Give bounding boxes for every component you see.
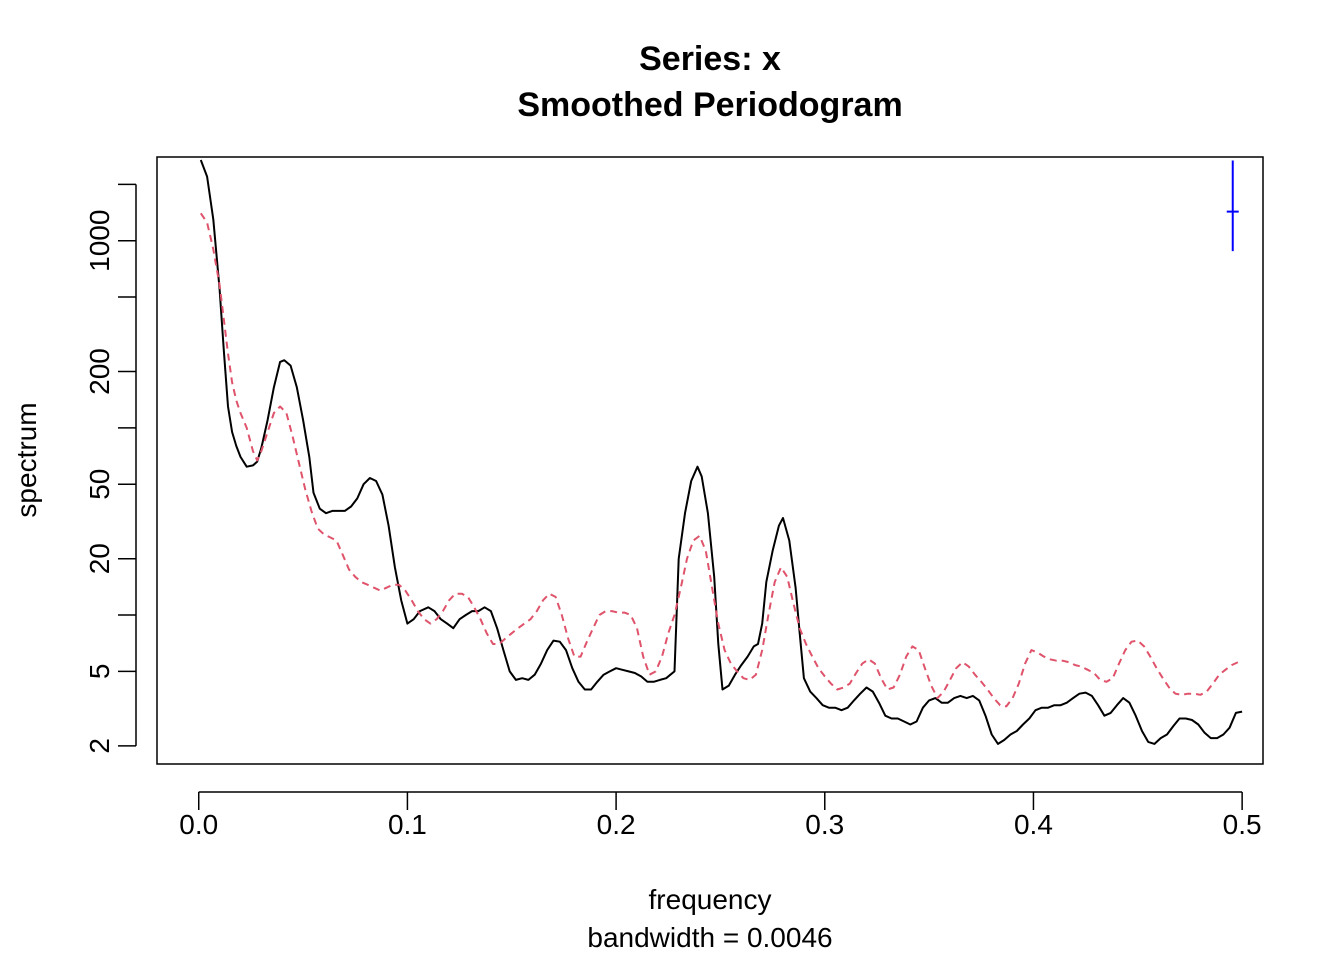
chart-title: Series: x: [639, 40, 781, 78]
y-tick-label: 2: [84, 738, 115, 754]
x-tick-label: 0.3: [805, 809, 844, 840]
y-tick-label: 1000: [84, 210, 115, 272]
x-tick-label: 0.1: [388, 809, 427, 840]
bandwidth-label: bandwidth = 0.0046: [587, 922, 832, 953]
x-tick-label: 0.2: [597, 809, 636, 840]
x-axis-label: frequency: [649, 884, 772, 915]
y-tick-label: 5: [84, 664, 115, 680]
x-axis: 0.0 0.1 0.2 0.3 0.4 0.5: [179, 791, 1262, 840]
series-line-solid: [199, 159, 1243, 745]
chart-subtitle: Smoothed Periodogram: [517, 86, 902, 124]
y-tick-label: 20: [84, 543, 115, 574]
y-tick-label: 50: [84, 469, 115, 500]
y-axis: 2 5 20 50 200 1000: [84, 183, 137, 754]
plot-frame: [156, 156, 1264, 765]
x-tick-label: 0.0: [179, 809, 218, 840]
confidence-interval-marker: [1226, 160, 1239, 252]
y-axis-label: spectrum: [11, 402, 42, 517]
x-tick-label: 0.5: [1223, 809, 1262, 840]
y-tick-label: 200: [84, 348, 115, 395]
series-line-dashed: [199, 212, 1243, 708]
series-layer: [199, 159, 1243, 745]
x-tick-label: 0.4: [1014, 809, 1053, 840]
